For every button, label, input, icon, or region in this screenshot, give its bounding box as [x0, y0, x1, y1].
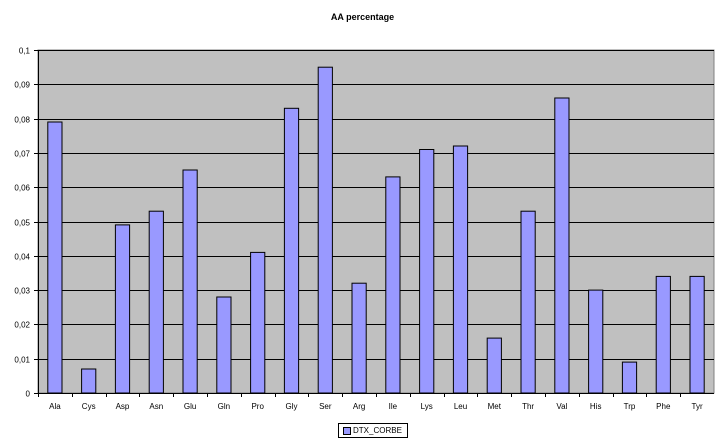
bar: [216, 296, 232, 394]
x-tick-label: Gln: [218, 402, 230, 411]
bars-group: [47, 66, 705, 394]
bar: [148, 210, 164, 394]
y-tick-label: 0,02: [14, 321, 30, 330]
x-tick-label: Phe: [656, 402, 671, 411]
x-tick-label: Ala: [49, 402, 61, 411]
legend-swatch: [343, 426, 351, 435]
bar: [283, 107, 300, 394]
bar: [114, 224, 131, 394]
x-tick-label: Cys: [82, 402, 96, 411]
bar: [47, 121, 63, 394]
y-tick-label: 0,05: [14, 219, 30, 228]
x-tick-label: Gly: [286, 402, 298, 411]
y-tick-label: 0,06: [14, 184, 30, 193]
x-tick-label: Val: [556, 402, 567, 411]
x-tick-label: Pro: [251, 402, 264, 411]
bar: [520, 210, 536, 394]
y-tick-label: 0,03: [14, 287, 30, 296]
bar: [351, 282, 367, 394]
x-tick-label: Asp: [116, 402, 130, 411]
x-tick-label: Tyr: [692, 402, 703, 411]
bar: [452, 145, 469, 394]
x-tick-label: Asn: [149, 402, 163, 411]
y-tick-label: 0,09: [14, 81, 30, 90]
bar: [317, 66, 333, 394]
y-tick-label: 0,04: [14, 253, 30, 262]
bar: [588, 289, 604, 394]
tick-labels: 0 0,01 0,02 0,03 0,04 0,05 0,06 0,07 0,08 0,09 0,1…: [14, 47, 703, 412]
x-tick-label: Thr: [522, 402, 534, 411]
y-tick-label: 0: [26, 390, 31, 399]
plot-background: [37, 49, 715, 394]
bar: [385, 176, 401, 394]
x-tick-label: Met: [488, 402, 502, 411]
y-tick-label: 0,08: [14, 116, 30, 125]
plot-area: [37, 49, 715, 394]
y-tick-label: 0,1: [19, 47, 31, 56]
bar: [250, 251, 266, 394]
bar: [419, 149, 435, 394]
chart-title: AA percentage: [330, 12, 395, 22]
bar: [182, 169, 198, 394]
y-tick-label: 0,01: [14, 356, 30, 365]
bar: [689, 275, 705, 394]
bar: [655, 275, 671, 394]
x-tick-label: Arg: [353, 402, 365, 411]
legend-label: DTX_CORBE: [353, 426, 402, 435]
x-tick-label: Ile: [389, 402, 398, 411]
x-tick-label: Lys: [421, 402, 433, 411]
legend: DTX_CORBE: [338, 423, 408, 438]
bar: [621, 361, 638, 394]
bar: [81, 368, 97, 394]
axes: [34, 50, 714, 397]
x-tick-label: Leu: [454, 402, 467, 411]
y-tick-label: 0,07: [14, 150, 30, 159]
bar: [554, 97, 570, 394]
x-tick-label: Glu: [184, 402, 196, 411]
x-tick-label: Trp: [624, 402, 636, 411]
bar: [486, 337, 502, 394]
x-tick-label: Ser: [319, 402, 332, 411]
x-tick-label: His: [590, 402, 602, 411]
